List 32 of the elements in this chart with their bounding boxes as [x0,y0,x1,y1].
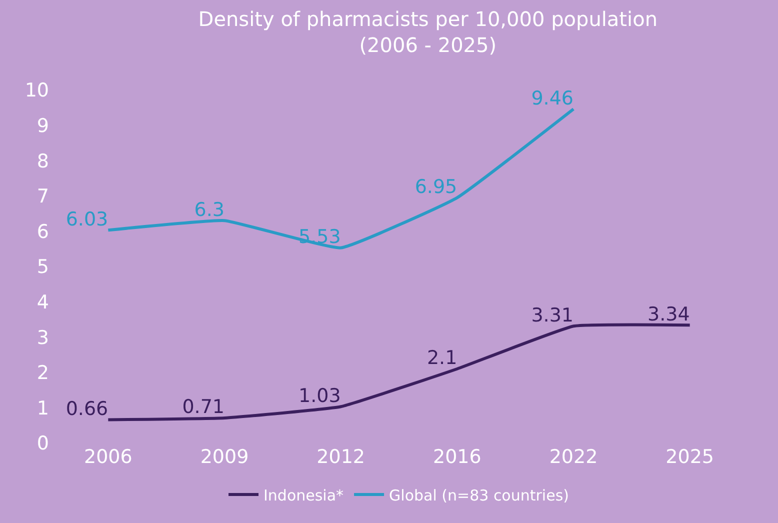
y-tick-label: 4 [36,291,49,314]
y-tick-label: 0 [36,432,49,455]
data-label: 3.34 [648,303,690,326]
legend-label: Indonesia* [264,486,344,504]
data-label: 2.1 [426,347,458,370]
chart-title: Density of pharmacists per 10,000 population (2006 - 2025) [198,7,658,58]
x-tick-label: 2016 [432,446,482,468]
y-tick-label: 9 [36,114,49,137]
data-label: 1.03 [298,384,341,407]
data-label: 6.95 [414,176,458,198]
line-series [106,323,692,422]
data-label: 6.03 [66,208,108,230]
x-tick-label: 2009 [200,446,249,468]
y-tick-label: 3 [36,326,49,349]
x-tick-label: 2022 [549,446,598,468]
y-tick-label: 2 [36,362,49,384]
data-label: 0.71 [182,396,224,418]
y-tick-label: 7 [36,186,49,208]
x-tick-label: 2025 [666,446,714,468]
y-tick-label: 5 [36,256,49,278]
y-tick-label: 8 [36,150,49,172]
data-label: 6.3 [194,198,224,221]
y-tick-label: 10 [24,80,49,102]
data-label: 3.31 [531,304,574,326]
data-label: 0.66 [66,398,108,420]
x-tick-label: 2012 [316,446,366,468]
x-tick-label: 2006 [84,446,132,468]
line-series [106,108,575,250]
y-tick-label: 1 [36,397,49,420]
y-tick-label: 6 [36,220,49,243]
data-label: 9.46 [531,87,574,110]
legend-label: Global (n=83 countries) [389,486,569,504]
